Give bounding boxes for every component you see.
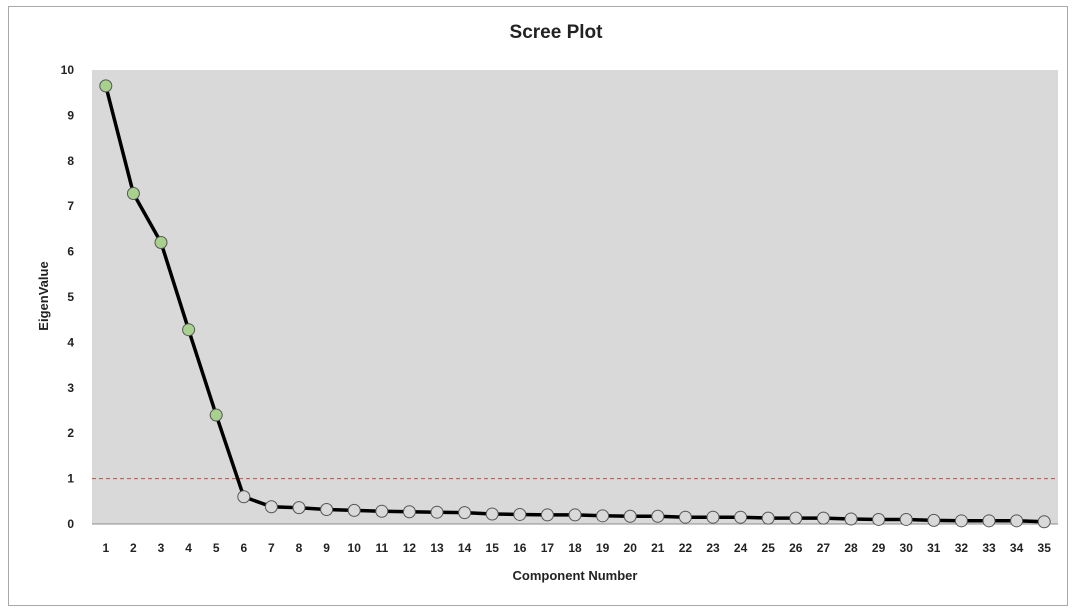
y-tick-label: 5 [67, 290, 74, 304]
x-tick-label: 16 [513, 541, 527, 555]
component-marker [927, 513, 941, 527]
x-tick-label: 21 [651, 541, 665, 555]
component-marker [678, 510, 692, 524]
x-tick-label: 35 [1038, 541, 1052, 555]
y-tick-label: 2 [67, 426, 74, 440]
component-marker [292, 501, 306, 515]
component-marker [485, 507, 499, 521]
component-marker [596, 509, 610, 523]
x-tick-label: 18 [568, 541, 582, 555]
x-tick-label: 29 [872, 541, 886, 555]
component-marker [706, 510, 720, 524]
component-marker [844, 512, 858, 526]
component-marker [872, 512, 886, 526]
x-tick-label: 15 [486, 541, 500, 555]
y-tick-label: 7 [67, 199, 74, 213]
x-tick-label: 3 [158, 541, 165, 555]
x-tick-label: 27 [817, 541, 831, 555]
x-tick-label: 23 [706, 541, 720, 555]
component-marker [954, 514, 968, 528]
x-tick-label: 31 [927, 541, 941, 555]
x-tick-label: 4 [185, 541, 192, 555]
component-marker [789, 511, 803, 525]
x-tick-label: 6 [240, 541, 247, 555]
x-tick-label: 25 [762, 541, 776, 555]
component-marker [1010, 514, 1024, 528]
eigenvalue-markers [99, 79, 1051, 529]
component-marker [761, 511, 775, 525]
y-axis-ticks: 0 1 2 3 4 5 6 7 8 9 10 [61, 63, 75, 531]
x-tick-label: 34 [1010, 541, 1024, 555]
component-marker [513, 507, 527, 521]
x-tick-label: 13 [430, 541, 444, 555]
retained-component-marker [154, 236, 168, 250]
component-marker [402, 505, 416, 519]
y-tick-label: 3 [67, 381, 74, 395]
x-tick-label: 5 [213, 541, 220, 555]
x-tick-label: 14 [458, 541, 472, 555]
retained-component-marker [209, 408, 223, 422]
component-marker [899, 512, 913, 526]
x-tick-label: 33 [982, 541, 996, 555]
x-tick-label: 30 [900, 541, 914, 555]
y-tick-label: 1 [67, 472, 74, 486]
x-tick-label: 8 [296, 541, 303, 555]
component-marker [623, 509, 637, 523]
component-marker [734, 510, 748, 524]
x-tick-label: 10 [348, 541, 362, 555]
x-tick-label: 2 [130, 541, 137, 555]
component-marker [320, 502, 334, 516]
x-tick-label: 26 [789, 541, 803, 555]
component-marker [651, 509, 665, 523]
x-tick-label: 22 [679, 541, 693, 555]
plot-area [92, 70, 1058, 524]
component-marker [375, 504, 389, 518]
retained-component-marker [182, 323, 196, 337]
component-marker [540, 508, 554, 522]
y-axis-title: EigenValue [36, 261, 51, 330]
y-tick-label: 0 [67, 517, 74, 531]
x-axis-title: Component Number [513, 568, 638, 583]
y-tick-label: 6 [67, 245, 74, 259]
x-tick-label: 32 [955, 541, 969, 555]
component-marker [347, 503, 361, 517]
retained-component-marker [126, 186, 140, 200]
component-marker [264, 500, 278, 514]
x-axis-ticks: 1 2 3 4 5 6 7 8 9 10 11 12 13 14 15 16 17 18 19 20 21 22 23 24 2… [102, 541, 1051, 555]
x-tick-label: 28 [844, 541, 858, 555]
component-marker [568, 508, 582, 522]
retained-component-marker [99, 79, 113, 93]
component-marker [458, 506, 472, 520]
chart-title: Scree Plot [510, 22, 604, 43]
x-tick-label: 20 [624, 541, 638, 555]
y-tick-label: 8 [67, 154, 74, 168]
x-tick-label: 17 [541, 541, 555, 555]
x-tick-label: 11 [375, 541, 388, 555]
x-tick-label: 7 [268, 541, 275, 555]
x-tick-label: 19 [596, 541, 610, 555]
x-tick-label: 24 [734, 541, 748, 555]
y-tick-label: 4 [67, 335, 74, 349]
component-marker [1037, 515, 1051, 529]
component-marker [816, 511, 830, 525]
y-tick-label: 10 [61, 63, 75, 77]
component-marker [982, 514, 996, 528]
component-marker [430, 505, 444, 519]
x-tick-label: 12 [403, 541, 417, 555]
y-tick-label: 9 [67, 108, 74, 122]
x-tick-label: 1 [102, 541, 109, 555]
component-marker [237, 490, 251, 504]
x-tick-label: 9 [323, 541, 330, 555]
